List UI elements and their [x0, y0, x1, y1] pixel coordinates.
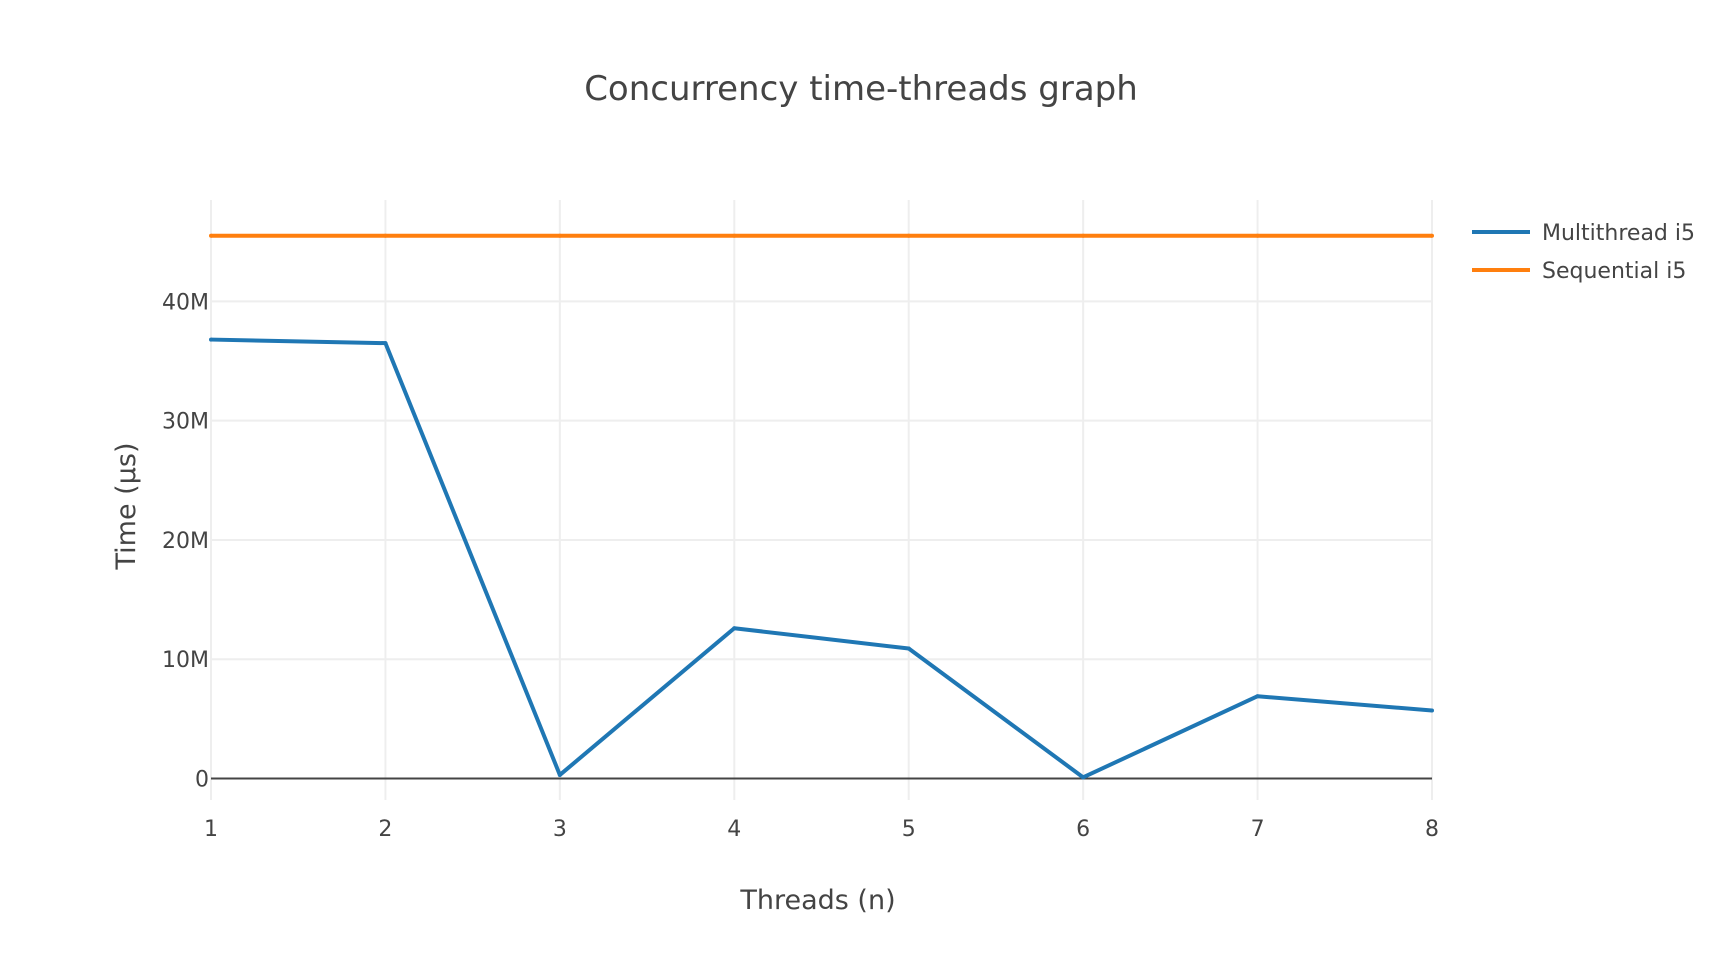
data-point	[383, 341, 388, 346]
data-point	[557, 772, 562, 777]
x-tick-label: 7	[1251, 817, 1265, 842]
data-point	[1430, 233, 1434, 238]
data-point	[732, 233, 737, 238]
y-axis-ticks: 0 10M 20M 30M 40M	[162, 290, 209, 792]
series-layer	[209, 233, 1434, 780]
chart-title: Concurrency time-threads graph	[584, 69, 1138, 109]
x-axis-ticks: 1 2 3 4 5 6 7 8	[204, 817, 1439, 842]
data-point	[732, 626, 737, 631]
y-tick-label: 10M	[162, 648, 209, 673]
data-point	[1081, 233, 1086, 238]
data-point	[906, 646, 911, 651]
data-point	[557, 233, 562, 238]
x-tick-label: 5	[902, 817, 916, 842]
data-point	[1255, 233, 1260, 238]
y-tick-label: 0	[195, 768, 209, 793]
x-tick-label: 4	[727, 817, 741, 842]
x-tick-label: 3	[553, 817, 567, 842]
series-line-multithread-i5	[210, 337, 1433, 780]
data-point	[1255, 694, 1260, 699]
y-axis-title: Time (µs)	[111, 443, 142, 571]
data-point	[1081, 775, 1086, 780]
data-point	[209, 233, 213, 238]
data-point	[906, 233, 911, 238]
x-tick-label: 6	[1076, 817, 1090, 842]
legend[interactable]: Multithread i5 Sequential i5	[1472, 221, 1695, 284]
data-point	[383, 233, 388, 238]
grid-layer	[210, 200, 1433, 800]
y-tick-label: 20M	[162, 529, 209, 554]
x-tick-label: 8	[1425, 817, 1439, 842]
data-point	[1430, 708, 1434, 713]
data-point	[209, 337, 213, 342]
legend-label: Multithread i5	[1542, 221, 1695, 246]
legend-item[interactable]: Sequential i5	[1472, 259, 1686, 284]
y-tick-label: 30M	[162, 410, 209, 435]
x-axis-title: Threads (n)	[739, 885, 895, 916]
legend-label: Sequential i5	[1542, 259, 1686, 284]
x-tick-label: 2	[378, 817, 392, 842]
legend-item[interactable]: Multithread i5	[1472, 221, 1695, 246]
y-tick-label: 40M	[162, 290, 209, 315]
x-tick-label: 1	[204, 817, 218, 842]
